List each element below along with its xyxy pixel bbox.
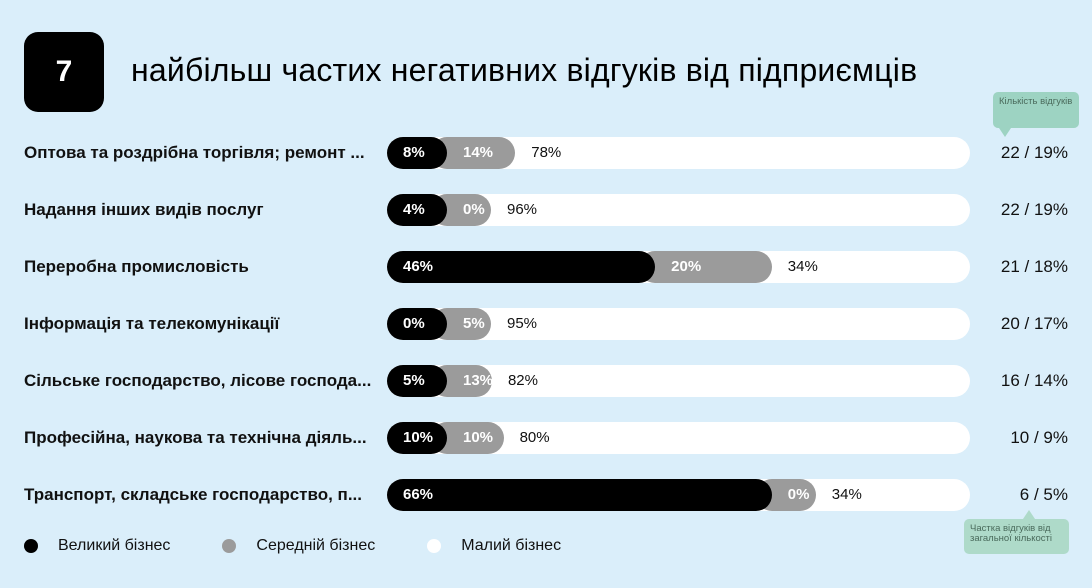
bar-large-business: 5%: [387, 365, 447, 397]
row-label: Надання інших видів послуг: [24, 200, 264, 219]
row-count: 6 / 5%: [1019, 485, 1068, 504]
bar-track: 5% 0% 95%: [387, 308, 970, 340]
legend-dot-large: [24, 539, 38, 553]
row-label: Оптова та роздрібна торгівля; ремонт ...: [24, 143, 365, 162]
bar-small-business-label: 95%: [507, 315, 538, 332]
bar-large-business: 8%: [387, 137, 447, 169]
legend: Великий бізнес Середній бізнес Малий біз…: [24, 537, 613, 555]
bar-small-business-label: 80%: [519, 429, 550, 446]
chart-number-badge: 7: [24, 32, 104, 112]
row-label: Сільське господарство, лісове господа...: [24, 371, 372, 390]
row-count: 22 / 19%: [1000, 200, 1068, 219]
chart-title: найбільш частих негативних відгуків від …: [131, 52, 918, 88]
share-hint-tooltip: Частка відгуків від загальної кількості: [964, 510, 1069, 554]
bar-track: 0% 4% 96%: [387, 194, 970, 226]
bar-small-business-label: 34%: [787, 258, 818, 275]
legend-label-medium: Середній бізнес: [256, 537, 376, 554]
legend-label-large: Великий бізнес: [58, 537, 171, 554]
bar-track: 0% 66% 34%: [387, 479, 970, 511]
bar-track: 13% 5% 82%: [387, 365, 970, 397]
bar-medium-business: 20%: [639, 251, 772, 283]
row-count: 10 / 9%: [1010, 428, 1068, 447]
row-count: 16 / 14%: [1000, 371, 1068, 390]
bar-large-business: 46%: [387, 251, 656, 283]
bar-small-business-label: 78%: [531, 144, 562, 161]
bar-large-business: 10%: [387, 422, 447, 454]
legend-dot-small: [427, 539, 442, 553]
row-count: 20 / 17%: [1000, 314, 1068, 333]
bar-track: 20% 46% 34%: [387, 251, 970, 283]
row-label: Інформація та телекомунікації: [24, 314, 280, 333]
row-count: 22 / 19%: [1000, 143, 1068, 162]
legend-item-small: Малий бізнес: [427, 537, 561, 555]
bar-large-business: 66%: [387, 479, 772, 511]
row-label: Транспорт, складське господарство, п...: [24, 485, 362, 504]
legend-label-small: Малий бізнес: [461, 537, 562, 554]
legend-item-medium: Середній бізнес: [222, 537, 375, 555]
row-label: Переробна промисловість: [24, 257, 249, 276]
bar-large-business: 0%: [387, 308, 447, 340]
legend-item-large: Великий бізнес: [24, 537, 170, 555]
bar-large-business: 4%: [387, 194, 447, 226]
count-hint-tooltip: Кількість відгуків: [993, 92, 1079, 137]
row-count: 21 / 18%: [1000, 257, 1068, 276]
bar-small-business-label: 96%: [507, 201, 538, 218]
bar-small-business-label: 34%: [831, 486, 862, 503]
legend-dot-medium: [222, 539, 237, 553]
bar-track: 10% 10% 80%: [387, 422, 970, 454]
bar-small-business-label: 82%: [507, 372, 538, 389]
bar-track: 14% 8% 78%: [387, 137, 970, 169]
row-label: Професійна, наукова та технічна діяль...: [24, 428, 367, 447]
